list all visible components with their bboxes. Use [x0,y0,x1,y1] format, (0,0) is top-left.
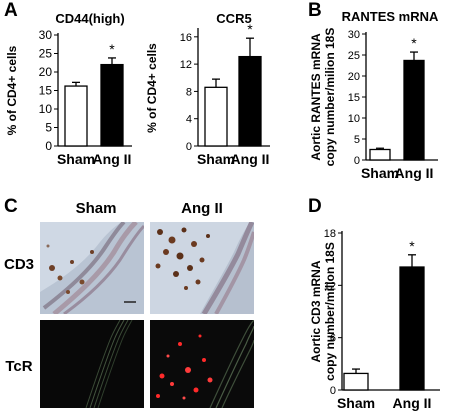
ccr5-significance-1: * [247,21,253,37]
rantes-ylabel-1: copy number/milion 18S [323,28,337,167]
rantes-tick-label-6: 30 [348,29,360,41]
cd3-tick-label-2: 12 [324,280,336,292]
ccr5-tick-label-4: 16 [180,32,192,44]
ccr5-tick-label-1: 4 [186,114,192,126]
rantes-tick-label-0: 0 [354,155,360,167]
column-label-angii: Ang II [181,200,223,217]
rantes-tick-label-1: 5 [354,134,360,146]
ccr5-category-0: Sham [197,151,235,167]
rantes-tick-label-5: 25 [348,50,360,62]
rantes-bar-0 [369,148,391,161]
cd44-category-0: Sham [57,151,95,167]
cd44-tick-label-4: 20 [39,65,53,79]
row-label-cd3: CD3 [3,256,34,273]
ccr5-ylabel-0: % of CD4+ cells [145,43,159,133]
cd3-bar-1 [399,266,425,391]
cd44-tick-label-3: 15 [39,84,53,98]
cd44-tick-label-2: 10 [39,102,53,116]
cd44-category-1: Ang II [93,151,132,167]
cd44-significance-1: * [109,41,115,57]
ccr5-bar-1 [238,55,262,147]
cd3-tick-label-0: 0 [330,385,336,397]
cd44-title: CD44(high) [55,11,124,26]
cd3-tick-label-1: 6 [330,333,336,345]
cd3-significance-1: * [409,238,415,254]
ccr5-title: CCR5 [216,11,251,26]
rantes-tick-label-2: 10 [348,113,360,125]
cd44-tick-label-5: 25 [39,47,53,61]
cd3-ylabel-0: Aortic CD3 mRNA [309,260,323,362]
ccr5-tick-label-2: 8 [186,86,192,98]
cd3-ylabel-1: copy number/milion 18S [323,242,337,381]
cd44-bar-1 [100,63,124,147]
cd3-category-0: Sham [337,395,375,411]
cd44-tick-label-6: 30 [39,28,53,42]
rantes-title: RANTES mRNA [342,9,439,24]
rantes-category-0: Sham [361,165,399,181]
rantes-category-1: Ang II [395,165,434,181]
panel-label-b: B [308,0,322,21]
panel-label-a: A [4,0,18,21]
cd44-tick-label-0: 0 [45,139,52,153]
cd3-tick-label-3: 18 [324,228,336,240]
cd44-ylabel-0: % of CD4+ cells [5,45,19,135]
ccr5-category-1: Ang II [231,151,270,167]
ccr5-tick-label-0: 0 [186,141,192,153]
rantes-tick-label-4: 20 [348,71,360,83]
rantes-bar-1 [403,59,425,161]
micrograph-angii-tcr [150,320,254,408]
row-label-tcr: TcR [5,358,33,375]
cd44-tick-label-1: 5 [45,121,52,135]
micrograph-sham-cd3 [40,222,144,314]
cd44-bar-0 [64,85,88,147]
rantes-ylabel-0: Aortic RANTES mRNA [309,33,323,161]
column-label-sham: Sham [75,200,117,217]
panel-label-d: D [308,196,322,217]
cd3-bar-0 [343,372,369,391]
panel-label-c: C [4,196,18,217]
rantes-significance-1: * [411,35,417,51]
micrograph-angii-cd3 [150,222,254,314]
ccr5-bar-0 [204,86,228,147]
cd3-category-1: Ang II [393,395,432,411]
rantes-tick-label-3: 15 [348,92,360,104]
micrograph-sham-tcr [40,320,144,408]
ccr5-tick-label-3: 12 [180,59,192,71]
